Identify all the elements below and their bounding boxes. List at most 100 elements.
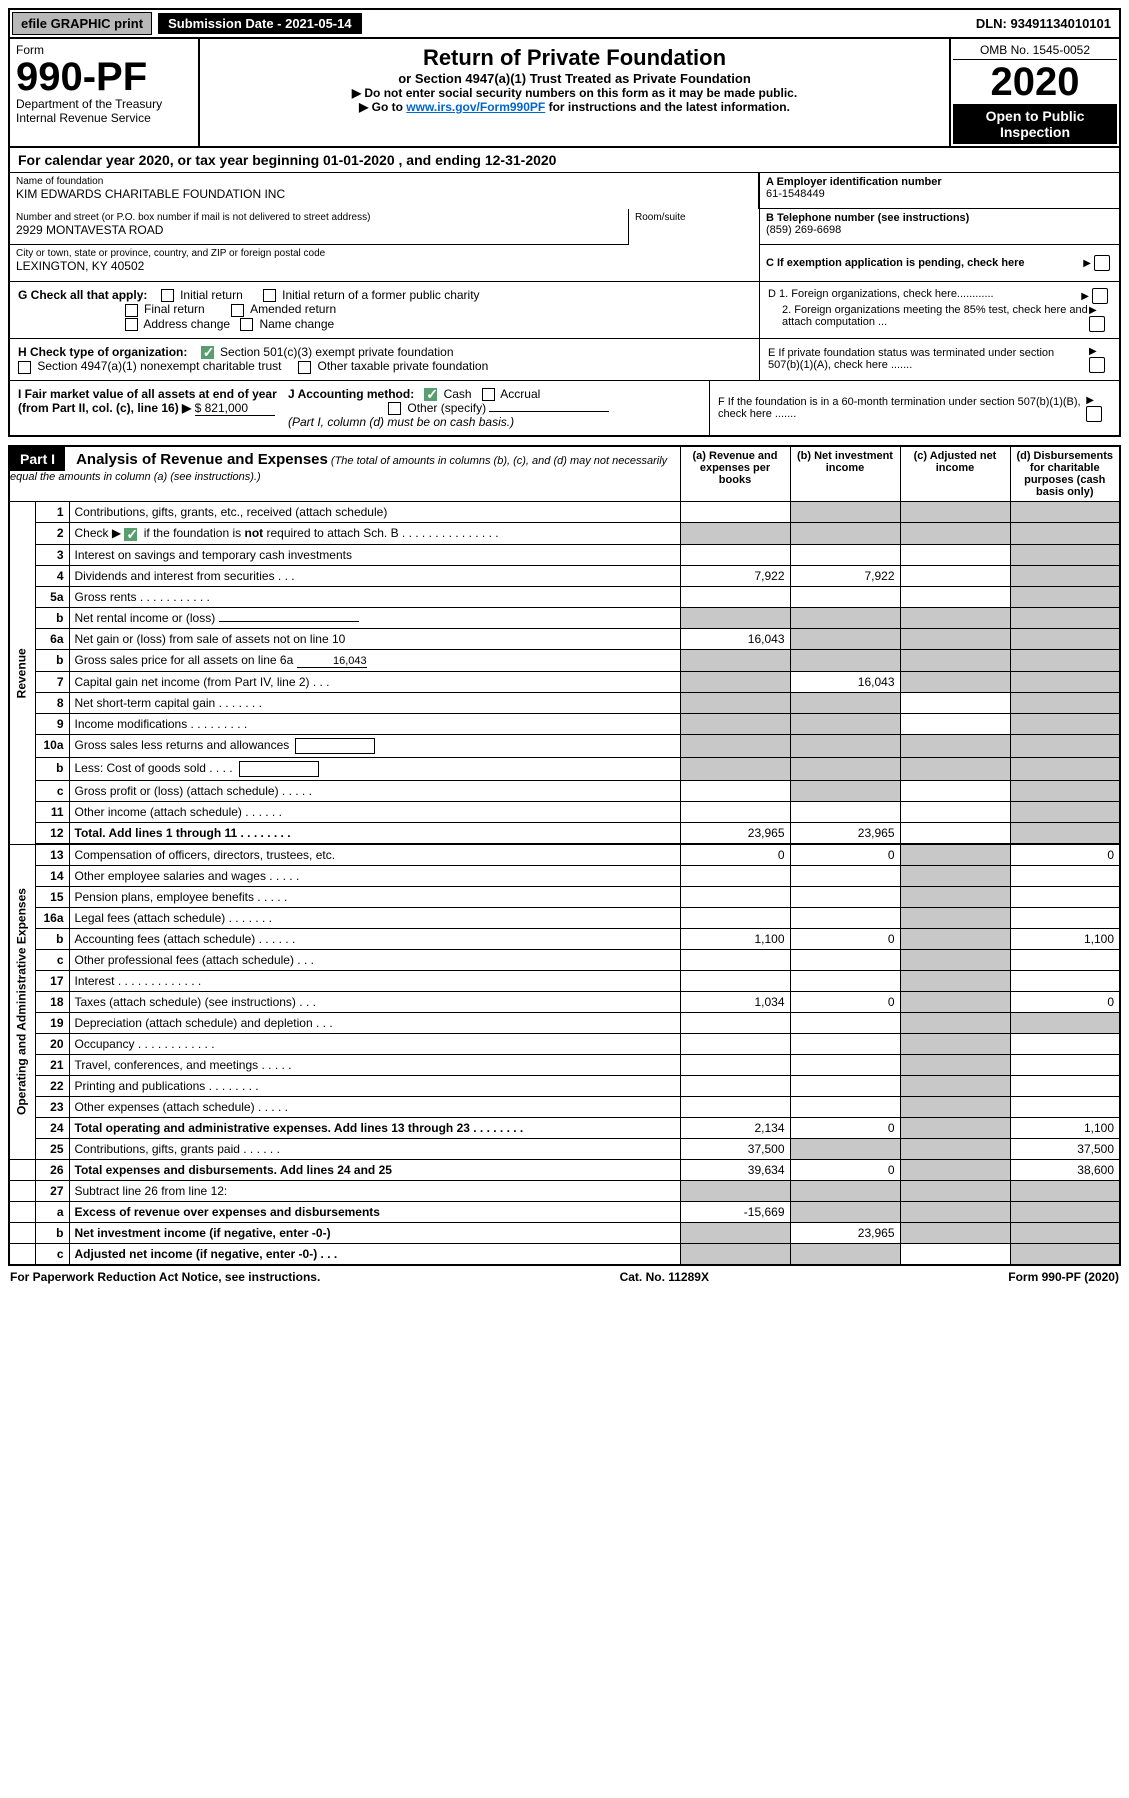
ln-num: 11 (35, 801, 69, 822)
amended-return-checkbox[interactable] (231, 304, 244, 317)
other-specify-line (489, 411, 609, 412)
form-header: Form 990-PF Department of the Treasury I… (8, 39, 1121, 148)
initial-public-charity-checkbox[interactable] (263, 289, 276, 302)
cash-checkbox[interactable] (424, 388, 437, 401)
e-checkbox[interactable] (1089, 357, 1105, 373)
j-note: (Part I, column (d) must be on cash basi… (288, 415, 514, 429)
phone-value: (859) 269-6698 (766, 224, 1113, 236)
sch-b-checkbox[interactable] (124, 528, 137, 541)
note2-prefix: ▶ Go to (359, 100, 406, 114)
l18-a: 1,034 (680, 991, 790, 1012)
other-taxable-checkbox[interactable] (298, 361, 311, 374)
col-c-header: (c) Adjusted net income (900, 446, 1010, 502)
accrual-checkbox[interactable] (482, 388, 495, 401)
arrow-icon (1083, 257, 1091, 269)
l26-b: 0 (790, 1159, 900, 1180)
line-23-desc: Other expenses (attach schedule) . . . .… (69, 1096, 680, 1117)
dln-label: DLN: 93491134010101 (976, 16, 1117, 31)
line-10b-desc: Less: Cost of goods sold . . . . (69, 757, 680, 780)
l6a-a: 16,043 (680, 628, 790, 649)
address-change-checkbox[interactable] (125, 318, 138, 331)
d-checks: D 1. Foreign organizations, check here..… (759, 282, 1119, 338)
opex-section-label: Operating and Administrative Expenses (9, 844, 35, 1159)
line-4-desc: Dividends and interest from securities .… (69, 565, 680, 586)
line-16b-desc: Accounting fees (attach schedule) . . . … (69, 928, 680, 949)
tax-year: 2020 (953, 60, 1117, 104)
col-a-header: (a) Revenue and expenses per books (680, 446, 790, 502)
name-change-checkbox[interactable] (240, 318, 253, 331)
ln-num: 19 (35, 1012, 69, 1033)
efile-graphic-print-button[interactable]: efile GRAPHIC print (12, 12, 152, 35)
g-opt5: Amended return (250, 302, 336, 316)
line-27b-desc: Net investment income (if negative, ente… (69, 1222, 680, 1243)
l26-d: 38,600 (1010, 1159, 1120, 1180)
part1-table: Part I Analysis of Revenue and Expenses … (8, 445, 1121, 1265)
l24-b: 0 (790, 1117, 900, 1138)
ln-num: 18 (35, 991, 69, 1012)
line-25-desc: Contributions, gifts, grants paid . . . … (69, 1138, 680, 1159)
line-7-desc: Capital gain net income (from Part IV, l… (69, 671, 680, 692)
form-number: 990-PF (16, 57, 192, 97)
addr-label: Number and street (or P.O. box number if… (16, 212, 622, 223)
phone-cell: B Telephone number (see instructions) (8… (760, 209, 1119, 245)
l25-a: 37,500 (680, 1138, 790, 1159)
col-d-header: (d) Disbursements for charitable purpose… (1010, 446, 1120, 502)
line-5b-desc: Net rental income or (loss) (69, 607, 680, 628)
line-16a-desc: Legal fees (attach schedule) . . . . . .… (69, 907, 680, 928)
line-26-desc: Total expenses and disbursements. Add li… (69, 1159, 680, 1180)
g-opt6: Name change (259, 317, 334, 331)
ln-num: 22 (35, 1075, 69, 1096)
d2-checkbox[interactable] (1089, 316, 1105, 332)
line-9-desc: Income modifications . . . . . . . . . (69, 713, 680, 734)
name-label: Name of foundation (16, 176, 752, 187)
foundation-name: KIM EDWARDS CHARITABLE FOUNDATION INC (16, 187, 752, 201)
line-14-desc: Other employee salaries and wages . . . … (69, 865, 680, 886)
line-27c-desc: Adjusted net income (if negative, enter … (69, 1243, 680, 1265)
other-method-checkbox[interactable] (388, 402, 401, 415)
initial-return-checkbox[interactable] (161, 289, 174, 302)
ln-num: 25 (35, 1138, 69, 1159)
ln-num: 21 (35, 1054, 69, 1075)
foundation-name-cell: Name of foundation KIM EDWARDS CHARITABL… (10, 173, 759, 209)
part1-title: Analysis of Revenue and Expenses (76, 451, 328, 468)
l4-b: 7,922 (790, 565, 900, 586)
f-checkbox[interactable] (1086, 406, 1102, 422)
ln-num: b (35, 928, 69, 949)
4947a1-checkbox[interactable] (18, 361, 31, 374)
ln-num: 5a (35, 586, 69, 607)
501c3-checkbox[interactable] (201, 346, 214, 359)
form990pf-link[interactable]: www.irs.gov/Form990PF (406, 100, 545, 114)
l7-b: 16,043 (790, 671, 900, 692)
l26-a: 39,634 (680, 1159, 790, 1180)
ein-label: A Employer identification number (766, 176, 1113, 188)
street-address: 2929 MONTAVESTA ROAD (16, 223, 622, 237)
room-label: Room/suite (635, 212, 686, 223)
g-opt1: Initial return (180, 288, 243, 302)
line-2-desc: Check ▶ if the foundation is not require… (69, 523, 680, 544)
ln-num: b (35, 649, 69, 671)
l12-a: 23,965 (680, 822, 790, 843)
cat-no: Cat. No. 11289X (620, 1270, 709, 1284)
ln-num: 23 (35, 1096, 69, 1117)
j-other: Other (specify) (407, 401, 486, 415)
final-return-checkbox[interactable] (125, 304, 138, 317)
h-label: H Check type of organization: (18, 345, 187, 359)
l4-a: 7,922 (680, 565, 790, 586)
d1-checkbox[interactable] (1092, 288, 1108, 304)
ln-num: 3 (35, 544, 69, 565)
l24-a: 2,134 (680, 1117, 790, 1138)
line-3-desc: Interest on savings and temporary cash i… (69, 544, 680, 565)
l13-d: 0 (1010, 844, 1120, 865)
line-18-desc: Taxes (attach schedule) (see instruction… (69, 991, 680, 1012)
ln-num: 24 (35, 1117, 69, 1138)
city-label: City or town, state or province, country… (16, 248, 753, 259)
dept-treasury: Department of the Treasury (16, 97, 192, 111)
l13-b: 0 (790, 844, 900, 865)
calendar-year-line: For calendar year 2020, or tax year begi… (8, 148, 1121, 173)
arrow-icon (1089, 345, 1097, 357)
line-8-desc: Net short-term capital gain . . . . . . … (69, 692, 680, 713)
c-checkbox[interactable] (1094, 255, 1110, 271)
h-opt2: Section 4947(a)(1) nonexempt charitable … (37, 359, 281, 373)
l16b-b: 0 (790, 928, 900, 949)
ln-num: 13 (35, 844, 69, 865)
